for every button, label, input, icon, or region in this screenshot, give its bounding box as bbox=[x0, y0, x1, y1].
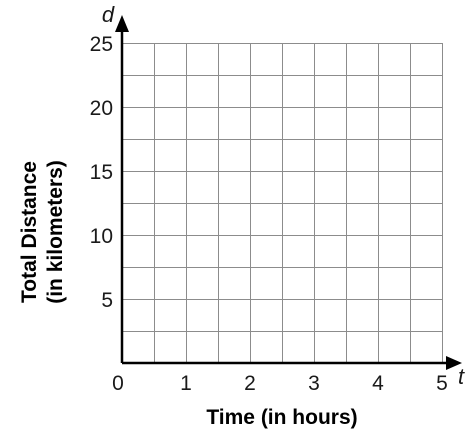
x-tick-label: 0 bbox=[112, 372, 124, 395]
x-axis-arrowhead bbox=[446, 356, 462, 370]
x-tick-label: 1 bbox=[180, 372, 192, 395]
x-tick-label: 5 bbox=[436, 372, 448, 395]
grid bbox=[122, 43, 443, 363]
y-tick-label: 15 bbox=[90, 161, 113, 184]
x-tick-label: 3 bbox=[308, 372, 320, 395]
y-axis-variable: d bbox=[102, 2, 115, 27]
x-axis-variable: t bbox=[458, 364, 465, 389]
y-axis-arrowhead bbox=[115, 15, 129, 32]
y-tick-label: 20 bbox=[90, 97, 113, 120]
y-axis-title-line-1: Total Distance bbox=[18, 161, 41, 303]
x-tick-label: 2 bbox=[244, 372, 256, 395]
y-tick-label: 10 bbox=[90, 225, 113, 248]
tick-labels: 0 1 2 3 4 5 5 10 15 20 25 bbox=[90, 33, 448, 395]
x-axis-title: Time (in hours) bbox=[206, 406, 357, 429]
y-axis-title: Total Distance (in kilometers) bbox=[18, 160, 67, 304]
y-axis-title-line-2: (in kilometers) bbox=[44, 160, 67, 304]
x-tick-label: 4 bbox=[372, 372, 384, 395]
y-tick-label: 25 bbox=[90, 33, 113, 56]
y-tick-label: 5 bbox=[101, 289, 113, 312]
axes bbox=[115, 15, 462, 370]
